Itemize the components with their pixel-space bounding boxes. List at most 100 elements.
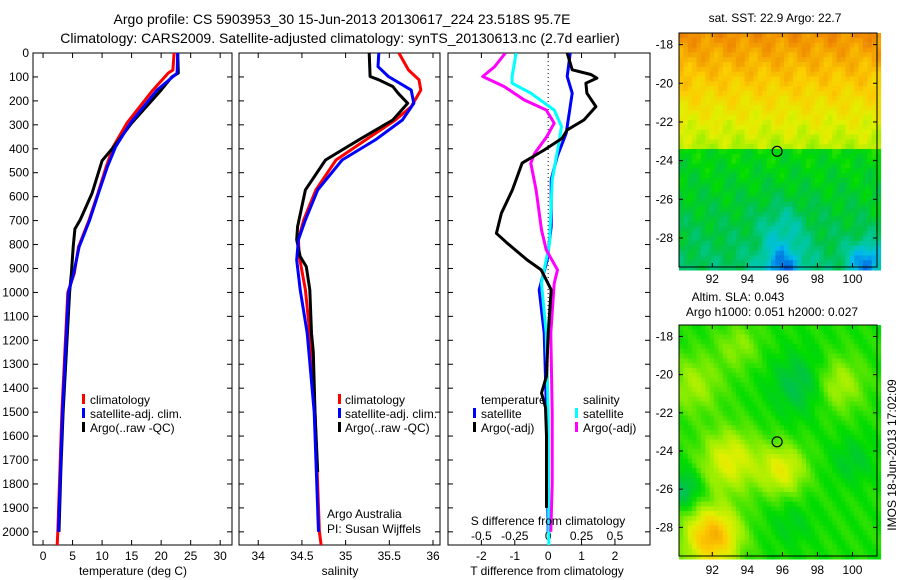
heatmap-cell <box>792 134 798 140</box>
heatmap-cell <box>749 430 755 436</box>
heatmap-cell <box>871 221 877 227</box>
heatmap-cell <box>876 120 882 126</box>
heatmap-cell <box>867 329 873 336</box>
heatmap-cell <box>696 401 702 407</box>
heatmap-cell <box>683 66 689 73</box>
heatmap-cell <box>845 539 851 546</box>
heatmap-cell <box>766 401 772 407</box>
heatmap-cell <box>876 231 882 237</box>
heatmap-cell <box>714 47 719 53</box>
heatmap-cell <box>801 387 807 393</box>
heatmap-cell <box>735 496 741 503</box>
heatmap-cell <box>876 245 882 252</box>
heatmap-cell <box>753 439 759 445</box>
heatmap-cell <box>788 265 794 271</box>
heatmap-cell <box>792 387 798 393</box>
heatmap-cell <box>779 425 785 431</box>
heatmap-cell <box>771 250 776 256</box>
heatmap-cell <box>779 231 785 237</box>
heatmap-cell <box>836 506 842 512</box>
heatmap-cell <box>727 358 733 364</box>
heatmap-cell <box>797 33 803 39</box>
heatmap-cell <box>731 415 737 422</box>
heatmap-cell <box>679 444 684 450</box>
legend-label: satellite <box>583 407 624 421</box>
heatmap-cell <box>771 168 776 174</box>
heatmap-cell <box>744 139 750 145</box>
heatmap-cell <box>727 197 733 203</box>
heatmap-cell <box>858 334 864 340</box>
heatmap-cell <box>762 158 768 165</box>
heatmap-cell <box>801 149 807 155</box>
heatmap-cell <box>858 377 864 383</box>
heatmap-cell <box>679 325 684 331</box>
heatmap-cell <box>784 100 790 107</box>
heatmap-cell <box>679 168 684 174</box>
lat-tick-label: -22 <box>656 115 674 129</box>
heatmap-cell <box>705 202 711 208</box>
heatmap-cell <box>705 463 711 469</box>
heatmap-cell <box>854 115 860 121</box>
heatmap-cell <box>731 240 737 247</box>
heatmap-cell <box>718 250 724 256</box>
heatmap-cell <box>792 153 798 160</box>
heatmap-cell <box>679 62 684 68</box>
heatmap-cell <box>766 539 772 546</box>
heatmap-cell <box>867 57 873 63</box>
heatmap-cell <box>801 353 807 359</box>
heatmap-cell <box>801 535 807 541</box>
heatmap-cell <box>841 221 847 227</box>
heatmap-cell <box>779 255 785 261</box>
heatmap-cell <box>766 168 772 174</box>
heatmap-cell <box>749 477 755 484</box>
heatmap-cell <box>854 149 860 155</box>
heatmap-cell <box>849 105 855 111</box>
heatmap-cell <box>744 396 750 402</box>
heatmap-cell <box>705 458 711 464</box>
heatmap-cell <box>722 511 728 517</box>
heatmap-cell <box>784 134 790 140</box>
heatmap-cell <box>814 525 820 531</box>
heatmap-cell <box>718 496 724 503</box>
heatmap-cell <box>696 496 702 503</box>
heatmap-cell <box>696 449 702 455</box>
heatmap-cell <box>863 207 868 213</box>
heatmap-cell <box>810 178 816 184</box>
heatmap-cell <box>753 344 759 350</box>
heatmap-cell <box>806 473 811 479</box>
heatmap-cell <box>788 444 794 450</box>
heatmap-cell <box>836 382 842 388</box>
heatmap-cell <box>841 33 847 39</box>
heatmap-cell <box>810 458 816 464</box>
heatmap-cell <box>810 339 816 345</box>
heatmap-cell <box>801 477 807 484</box>
heatmap-cell <box>718 344 724 350</box>
heatmap-cell <box>753 187 759 194</box>
heatmap-cell <box>718 458 724 464</box>
heatmap-cell <box>797 325 803 331</box>
heatmap-cell <box>753 325 759 331</box>
heatmap-cell <box>849 468 855 474</box>
heatmap-cell <box>696 197 702 203</box>
heatmap-cell <box>735 434 741 441</box>
heatmap-cell <box>814 458 820 464</box>
heatmap-cell <box>858 511 864 517</box>
heatmap-cell <box>784 33 790 39</box>
heatmap-cell <box>753 221 759 227</box>
heatmap-cell <box>749 134 755 140</box>
heatmap-cell <box>784 339 790 345</box>
heatmap-cell <box>692 339 698 345</box>
heatmap-cell <box>867 377 873 383</box>
heatmap-cell <box>849 221 855 227</box>
heatmap-cell <box>810 539 816 546</box>
heatmap-cell <box>722 178 728 184</box>
heatmap-cell <box>792 260 798 266</box>
heatmap-cell <box>687 240 693 247</box>
heatmap-cell <box>683 334 689 340</box>
legend-label: satellite-adj. clim. <box>90 407 182 421</box>
heatmap-cell <box>797 124 803 131</box>
heatmap-cell <box>867 134 873 140</box>
heatmap-cell <box>775 334 781 340</box>
heatmap-cell <box>766 231 772 237</box>
heatmap-cell <box>696 453 702 460</box>
